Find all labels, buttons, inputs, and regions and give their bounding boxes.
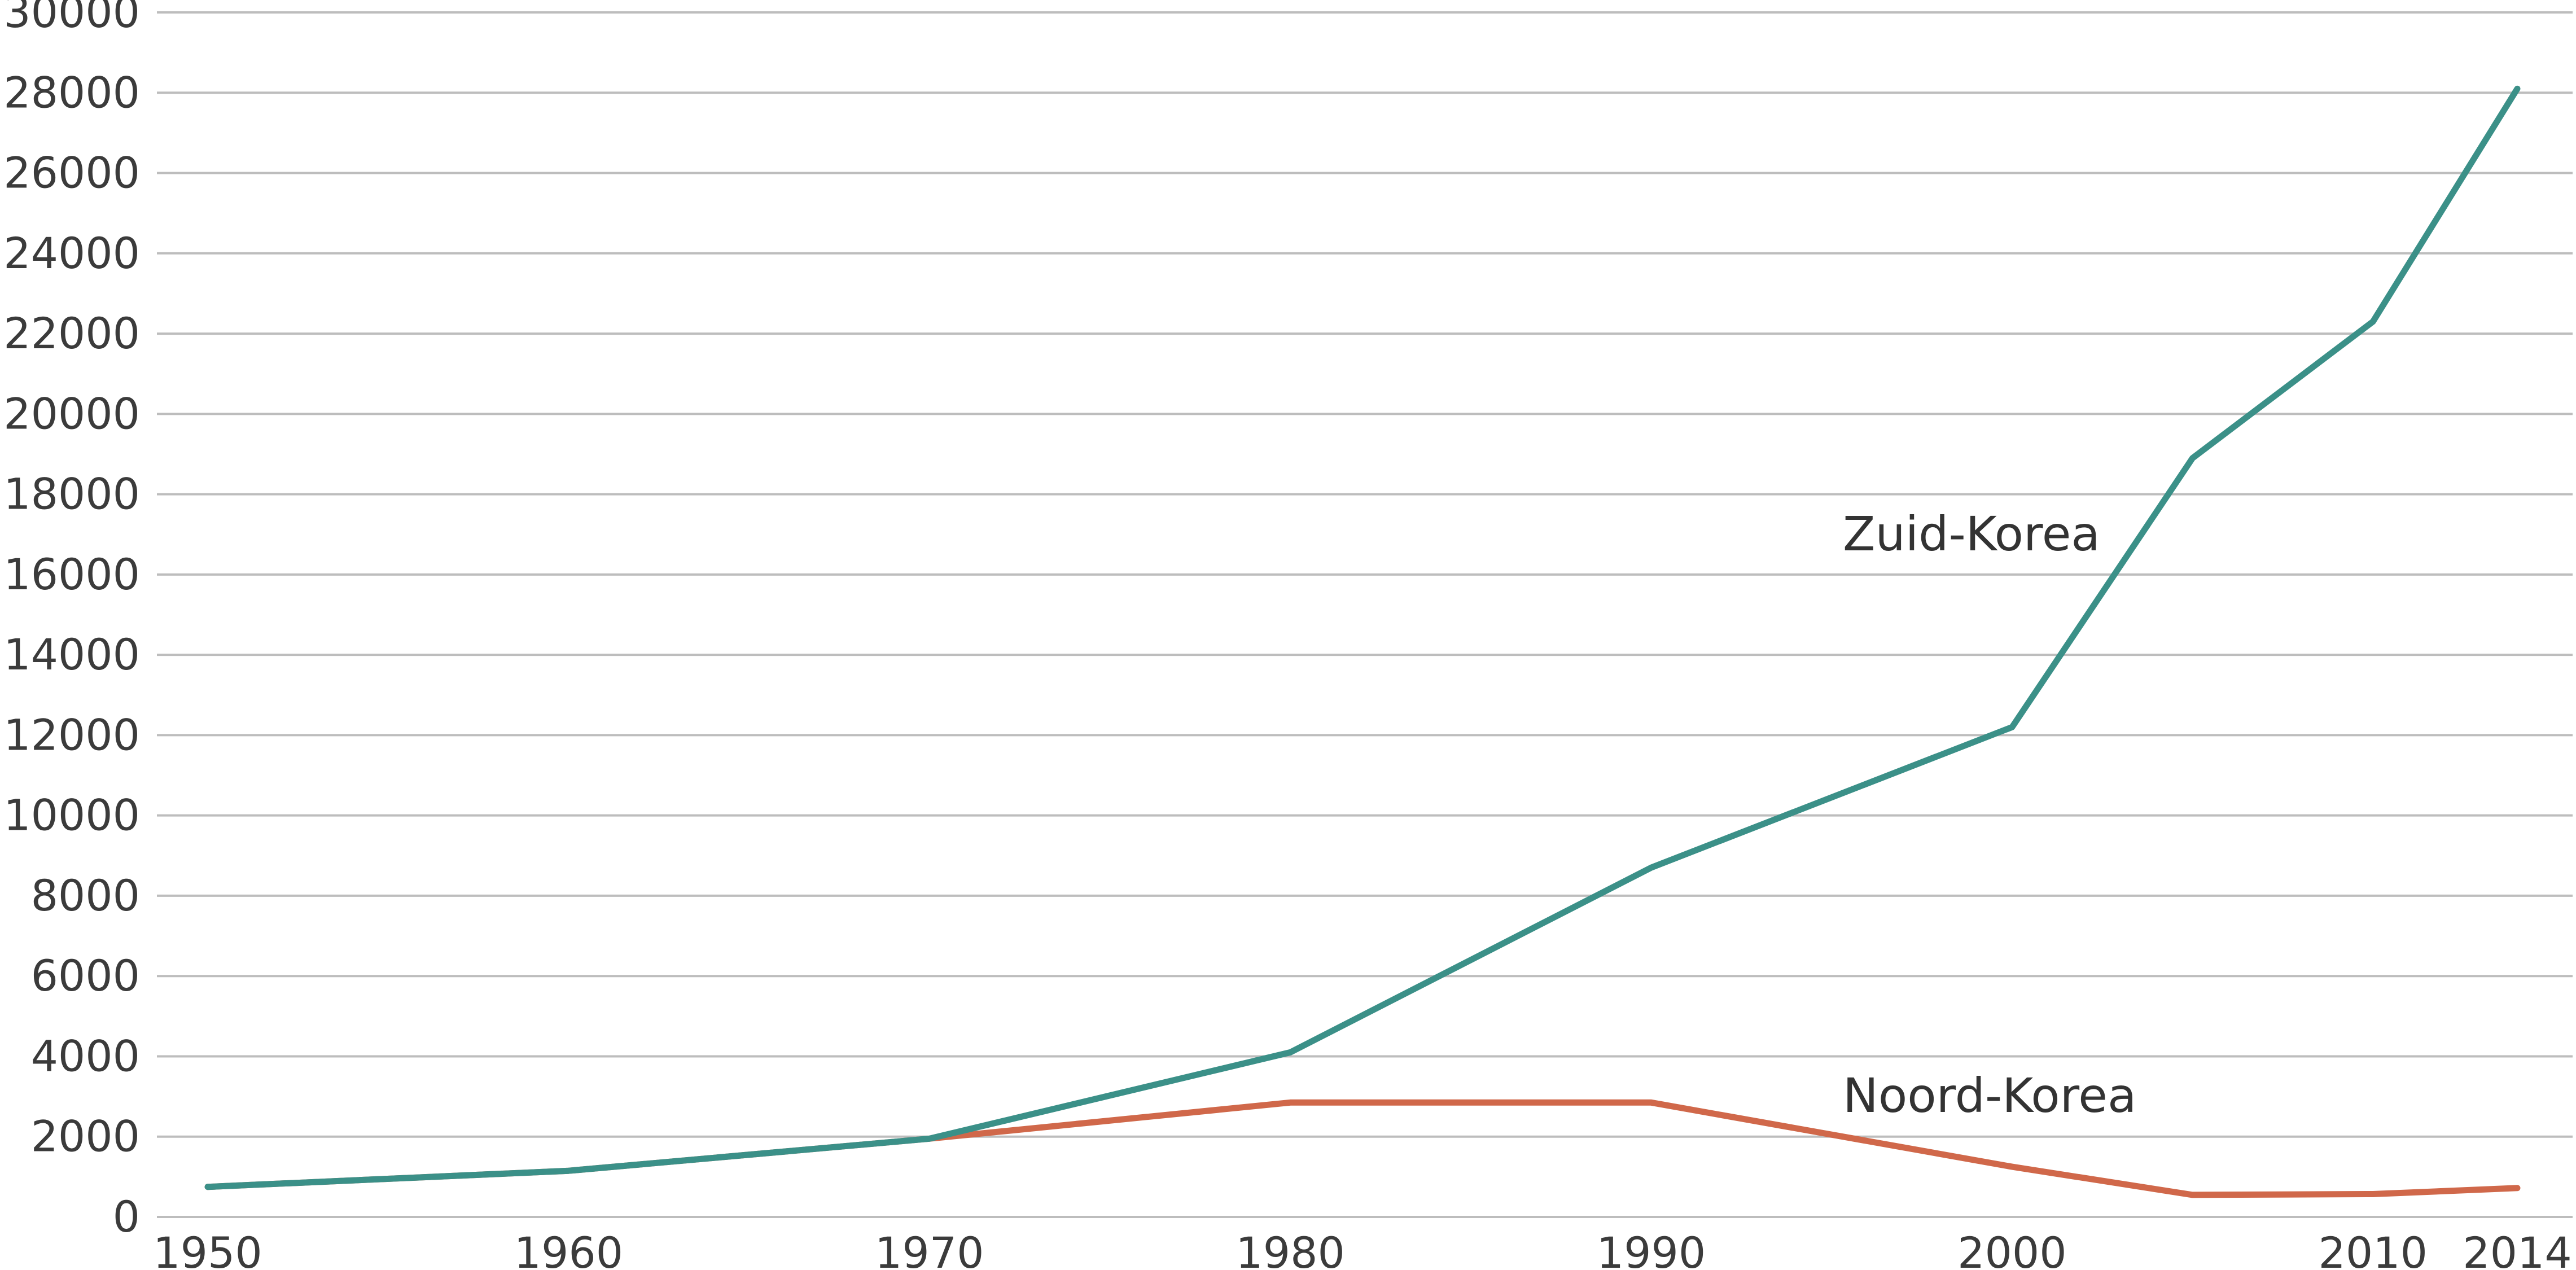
x-tick-label: 1990 — [1597, 1228, 1706, 1270]
y-tick-label: 26000 — [3, 148, 140, 198]
y-tick-label: 14000 — [3, 629, 140, 680]
y-tick-label: 28000 — [3, 67, 140, 117]
y-tick-label: 24000 — [3, 228, 140, 278]
series-line-zuid-korea — [204, 85, 2521, 1190]
x-tick-label: 1970 — [875, 1228, 984, 1270]
series-label-noord-korea: Noord-Korea — [1843, 1068, 2136, 1123]
series-line-noord-korea — [204, 1099, 2521, 1198]
y-tick-label: 6000 — [31, 951, 140, 1001]
y-tick-label: 16000 — [3, 549, 140, 599]
y-tick-label: 30000 — [3, 0, 140, 37]
y-tick-label: 10000 — [3, 790, 140, 840]
y-tick-label: 0 — [113, 1192, 140, 1242]
x-tick-label: 2010 — [2319, 1228, 2428, 1270]
x-tick-label: 1980 — [1236, 1228, 1344, 1270]
y-tick-label: 18000 — [3, 469, 140, 519]
x-tick-label: 2014 — [2463, 1228, 2571, 1270]
y-tick-label: 12000 — [3, 710, 140, 760]
x-axis-tick-labels: 1950 1960 1970 1980 1990 2000 2010 2014 — [153, 1228, 2571, 1270]
y-tick-label: 8000 — [31, 870, 140, 921]
y-tick-label: 20000 — [3, 388, 140, 439]
x-tick-label: 2000 — [1957, 1228, 2066, 1270]
series-lines — [204, 85, 2521, 1198]
y-axis-tick-labels: 0 2000 4000 6000 8000 10000 12000 14000 16000 180… — [3, 0, 140, 1242]
y-tick-label: 4000 — [31, 1031, 140, 1081]
series-label-zuid-korea: Zuid-Korea — [1843, 506, 2100, 562]
y-tick-label: 22000 — [3, 308, 140, 358]
x-tick-label: 1960 — [514, 1228, 623, 1270]
y-tick-label: 2000 — [31, 1111, 140, 1162]
x-tick-label: 1950 — [153, 1228, 262, 1270]
gridlines — [157, 11, 2573, 1218]
